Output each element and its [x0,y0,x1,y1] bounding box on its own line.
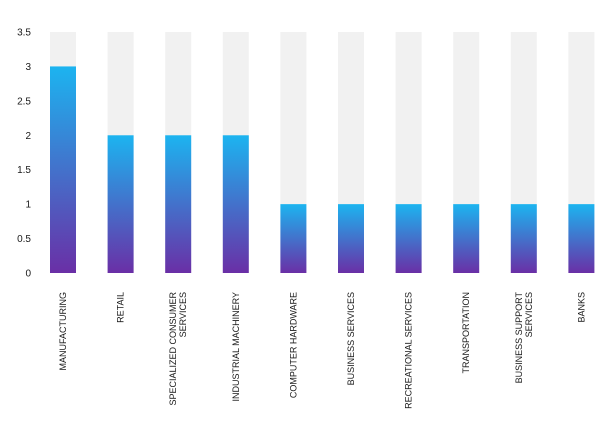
bar [510,204,537,273]
y-tick-label: 0 [25,269,31,280]
bar [222,135,249,273]
y-tick-label: 1.5 [17,165,31,176]
y-tick-label: 2.5 [17,96,31,107]
x-tick-label: BANKS [576,292,586,323]
x-tick-label: TRANSPORTATION [461,292,471,374]
bars [50,32,595,273]
bar [568,204,595,273]
y-tick-label: 2 [25,131,31,142]
x-tick-label: MANUFACTURING [58,292,68,371]
x-tick-label: SERVICES [178,292,188,337]
x-tick-label: RECREATIONAL SERVICES [404,292,414,409]
x-tick-label: BUSINESS SERVICES [346,292,356,385]
x-tick-label: SERVICES [524,292,534,337]
y-tick-label: 3 [25,62,31,73]
bar [165,135,192,273]
x-tick-label: COMPUTER HARDWARE [288,292,298,398]
bar [50,66,76,273]
bar [280,204,307,273]
x-tick-label: SPECIALIZED CONSUMER [168,292,178,406]
bar [107,135,134,273]
bar [395,204,422,273]
bar [338,204,364,273]
x-axis: MANUFACTURING RETAIL SPECIALIZED CONSUMER S… [58,291,586,408]
y-tick-label: 0.5 [17,234,31,245]
y-tick-label: 1 [25,200,31,211]
x-tick-label: INDUSTRIAL MACHINERY [231,292,241,402]
x-tick-label: RETAIL [116,292,126,323]
bar [453,204,480,273]
x-tick-label: BUSINESS SUPPORT [514,291,524,383]
y-tick-label: 3.5 [17,28,31,39]
y-axis: 0 0.5 1 1.5 2 2.5 3 3.5 [17,28,31,280]
